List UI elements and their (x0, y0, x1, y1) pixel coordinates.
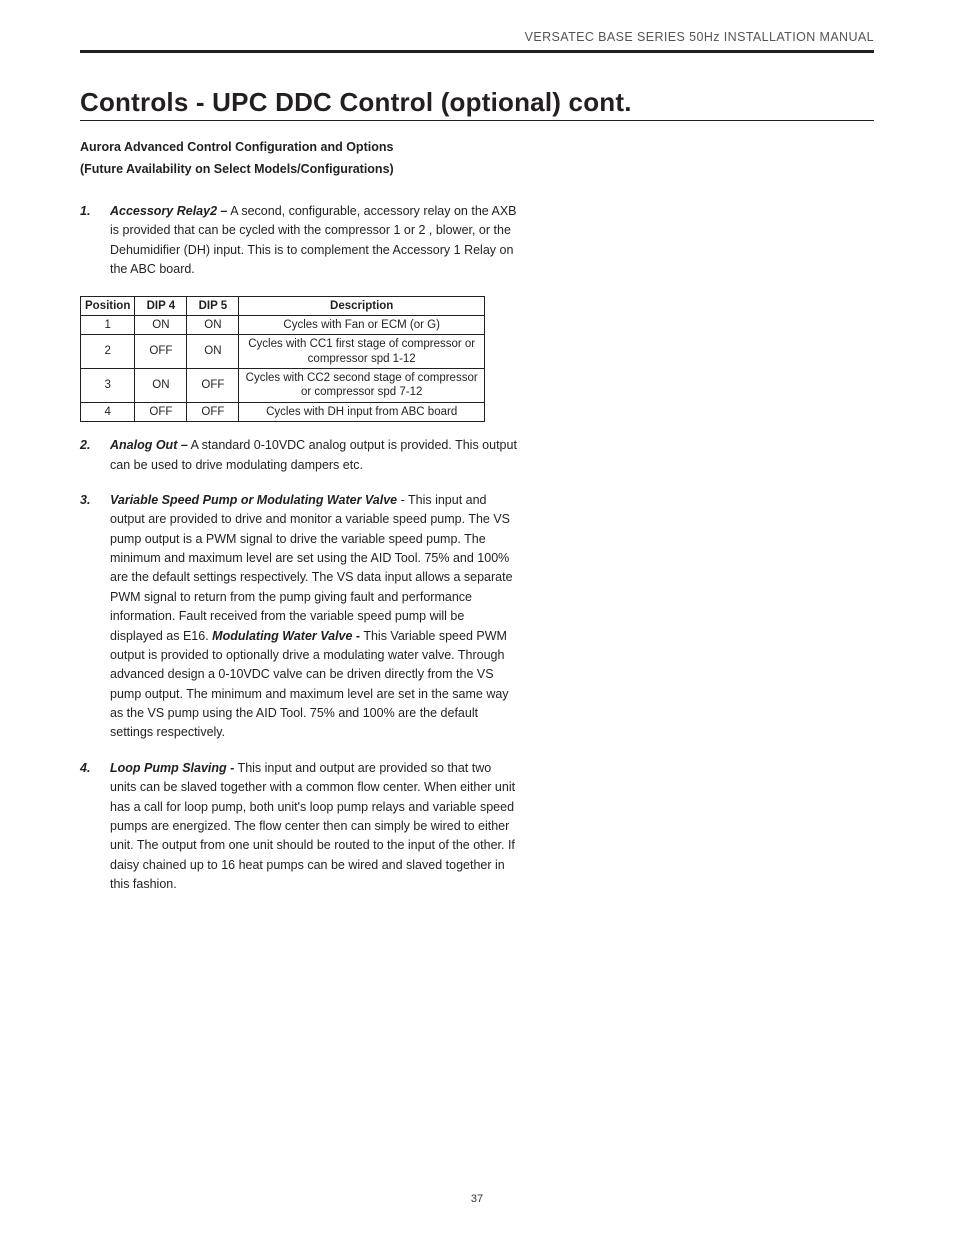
col-dip5: DIP 5 (187, 296, 239, 315)
cell: Cycles with CC2 second stage of compress… (239, 369, 485, 403)
page: VERSATEC BASE SERIES 50Hz INSTALLATION M… (0, 0, 954, 950)
cell: ON (135, 369, 187, 403)
section-title: Controls - UPC DDC Control (optional) co… (80, 87, 874, 118)
list-item: 3. Variable Speed Pump or Modulating Wat… (80, 491, 520, 743)
cell: Cycles with Fan or ECM (or G) (239, 315, 485, 334)
doc-header-title: VERSATEC BASE SERIES 50Hz INSTALLATION M… (80, 30, 874, 44)
item-text-a: - This input and output are provided to … (110, 493, 513, 643)
item-number: 1. (80, 202, 110, 280)
numbered-list-continued: 2. Analog Out – A standard 0-10VDC analo… (80, 436, 520, 894)
item-number: 3. (80, 491, 110, 743)
section-title-underline (80, 120, 874, 121)
numbered-list: 1. Accessory Relay2 – A second, configur… (80, 202, 520, 280)
header-rule (80, 50, 874, 53)
cell: OFF (187, 402, 239, 421)
cell: 2 (81, 335, 135, 369)
item-inline-label: Modulating Water Valve - (212, 629, 360, 643)
item-body: Accessory Relay2 – A second, configurabl… (110, 202, 520, 280)
item-number: 2. (80, 436, 110, 475)
item-text: This input and output are provided so th… (110, 761, 515, 891)
item-label: Variable Speed Pump or Modulating Water … (110, 493, 397, 507)
page-number: 37 (0, 1193, 954, 1205)
col-dip4: DIP 4 (135, 296, 187, 315)
col-position: Position (81, 296, 135, 315)
table-row: Position DIP 4 DIP 5 Description (81, 296, 485, 315)
item-label: Loop Pump Slaving - (110, 761, 234, 775)
cell: 1 (81, 315, 135, 334)
cell: 3 (81, 369, 135, 403)
list-item: 2. Analog Out – A standard 0-10VDC analo… (80, 436, 520, 475)
cell: Cycles with CC1 first stage of compresso… (239, 335, 485, 369)
item-text-b: This Variable speed PWM output is provid… (110, 629, 509, 740)
list-item: 4. Loop Pump Slaving - This input and ou… (80, 759, 520, 895)
item-body: Analog Out – A standard 0-10VDC analog o… (110, 436, 520, 475)
subhead-line-1: Aurora Advanced Control Configuration an… (80, 139, 520, 157)
dip-table: Position DIP 4 DIP 5 Description 1 ON ON… (80, 296, 485, 423)
table-row: 3 ON OFF Cycles with CC2 second stage of… (81, 369, 485, 403)
content-column: Aurora Advanced Control Configuration an… (80, 139, 520, 894)
item-label: Accessory Relay2 – (110, 204, 227, 218)
subhead-line-2: (Future Availability on Select Models/Co… (80, 161, 520, 179)
list-item: 1. Accessory Relay2 – A second, configur… (80, 202, 520, 280)
item-number: 4. (80, 759, 110, 895)
cell: ON (187, 335, 239, 369)
cell: OFF (187, 369, 239, 403)
cell: Cycles with DH input from ABC board (239, 402, 485, 421)
cell: OFF (135, 402, 187, 421)
cell: ON (187, 315, 239, 334)
item-body: Variable Speed Pump or Modulating Water … (110, 491, 520, 743)
cell: OFF (135, 335, 187, 369)
cell: ON (135, 315, 187, 334)
table-row: 1 ON ON Cycles with Fan or ECM (or G) (81, 315, 485, 334)
item-label: Analog Out – (110, 438, 188, 452)
cell: 4 (81, 402, 135, 421)
table-row: 4 OFF OFF Cycles with DH input from ABC … (81, 402, 485, 421)
item-body: Loop Pump Slaving - This input and outpu… (110, 759, 520, 895)
col-description: Description (239, 296, 485, 315)
table-row: 2 OFF ON Cycles with CC1 first stage of … (81, 335, 485, 369)
